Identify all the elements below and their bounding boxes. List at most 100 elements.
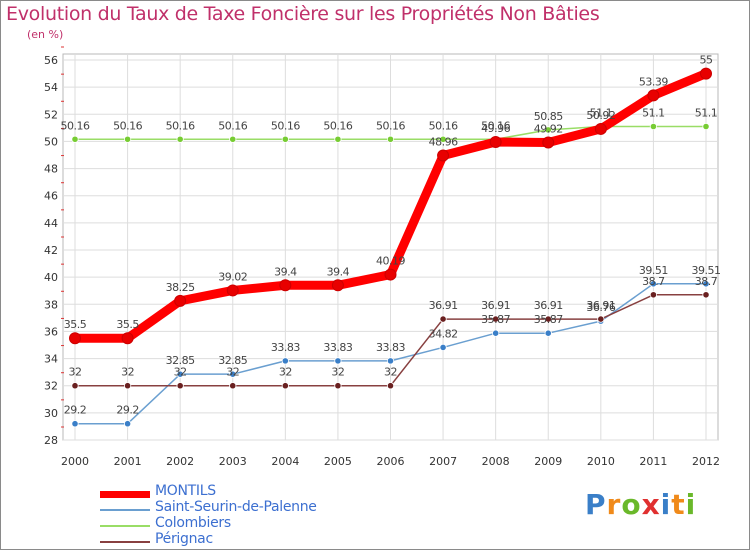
y-tick-label: 54	[44, 81, 58, 94]
data-point	[71, 420, 79, 428]
x-tick-label: 2010	[587, 455, 615, 468]
data-point	[226, 284, 239, 297]
data-point	[492, 329, 500, 337]
y-tick-label: 34	[44, 353, 58, 366]
data-label: 50.16	[323, 119, 352, 132]
legend-label: Colombiers	[155, 515, 231, 531]
data-label: 36.91	[586, 299, 615, 312]
data-point	[702, 280, 710, 288]
data-label: 51.1	[695, 107, 718, 120]
x-tick-label: 2009	[534, 455, 562, 468]
data-point	[489, 135, 502, 148]
data-label: 50.16	[481, 119, 510, 132]
data-point	[281, 382, 289, 390]
x-tick-label: 2002	[166, 455, 194, 468]
data-point	[121, 332, 134, 345]
y-tick-label: 36	[44, 325, 58, 338]
data-label: 32	[174, 366, 187, 379]
logo-letter: o	[621, 488, 642, 521]
x-tick-label: 2004	[271, 455, 299, 468]
data-point	[544, 126, 552, 134]
legend-label: MONTILS	[155, 483, 216, 499]
legend-swatch	[100, 509, 150, 511]
x-tick-label: 2007	[429, 455, 457, 468]
data-point	[492, 315, 500, 323]
x-tick-label: 2011	[639, 455, 667, 468]
y-tick-label: 42	[44, 244, 58, 257]
data-point	[334, 382, 342, 390]
data-point	[384, 268, 397, 281]
data-label: 29.2	[64, 404, 87, 417]
data-label: 40.19	[376, 255, 405, 268]
y-tick-label: 50	[44, 135, 58, 148]
data-label: 36.76	[586, 301, 615, 314]
data-point	[439, 343, 447, 352]
data-point	[700, 67, 712, 80]
data-point	[176, 382, 184, 390]
data-label: 32.85	[218, 354, 247, 367]
data-label: 35.87	[481, 313, 510, 326]
logo-letter: x	[641, 488, 661, 521]
data-label: 50.16	[61, 119, 90, 132]
data-point	[174, 294, 187, 307]
logo-letter: i	[685, 488, 697, 521]
data-label: 33.83	[271, 341, 300, 354]
data-point	[176, 370, 184, 378]
logo-letter: r	[606, 488, 622, 521]
data-point	[334, 357, 342, 365]
data-point	[71, 135, 79, 143]
data-point	[69, 332, 81, 345]
data-label: 35.87	[534, 313, 563, 326]
data-point	[702, 291, 710, 299]
y-tick-label: 48	[44, 163, 58, 176]
data-label: 32	[121, 366, 134, 379]
data-point	[649, 122, 658, 131]
data-label: 51.1	[642, 107, 665, 120]
data-label: 49.92	[534, 123, 563, 136]
data-point	[281, 135, 289, 143]
x-tick-label: 2008	[482, 455, 510, 468]
data-label: 39.51	[639, 264, 668, 277]
data-point	[229, 370, 237, 378]
x-tick-label: 2000	[61, 455, 89, 468]
data-point	[439, 135, 447, 143]
logo-letter: i	[660, 488, 672, 521]
data-label: 36.91	[429, 299, 458, 312]
data-label: 32.85	[166, 354, 195, 367]
data-label: 50.92	[586, 109, 615, 122]
data-point	[229, 135, 237, 143]
data-point	[437, 149, 450, 162]
data-label: 38.7	[642, 275, 665, 288]
y-tick-label: 30	[44, 407, 58, 420]
data-label: 38.25	[166, 281, 195, 294]
data-label: 38.7	[695, 275, 718, 288]
data-label: 34.82	[429, 327, 458, 340]
data-label: 39.02	[218, 270, 247, 283]
data-label: 50.16	[218, 119, 247, 132]
y-tick-label: 38	[44, 298, 58, 311]
legend-label: Saint-Seurin-de-Palenne	[155, 499, 317, 515]
data-point	[176, 135, 184, 143]
y-tick-label: 40	[44, 271, 58, 284]
y-tick-label: 32	[44, 380, 58, 393]
data-point	[386, 357, 395, 365]
data-point	[544, 315, 552, 323]
data-point	[281, 357, 289, 365]
data-point	[544, 329, 552, 337]
y-tick-label: 56	[44, 54, 58, 67]
x-tick-label: 2012	[692, 455, 720, 468]
data-label: 50.16	[429, 119, 458, 132]
data-point	[229, 382, 237, 390]
data-label: 33.83	[323, 341, 352, 354]
data-point	[331, 279, 344, 292]
data-label: 55	[700, 54, 713, 67]
data-label: 36.91	[534, 299, 563, 312]
data-point	[386, 135, 395, 143]
y-tick-label: 52	[44, 108, 58, 121]
data-label: 35.5	[116, 318, 139, 331]
data-label: 50.85	[534, 110, 563, 123]
y-tick-label: 28	[44, 434, 58, 447]
data-label: 50.16	[376, 119, 405, 132]
legend-label: Pérignac	[155, 531, 213, 547]
